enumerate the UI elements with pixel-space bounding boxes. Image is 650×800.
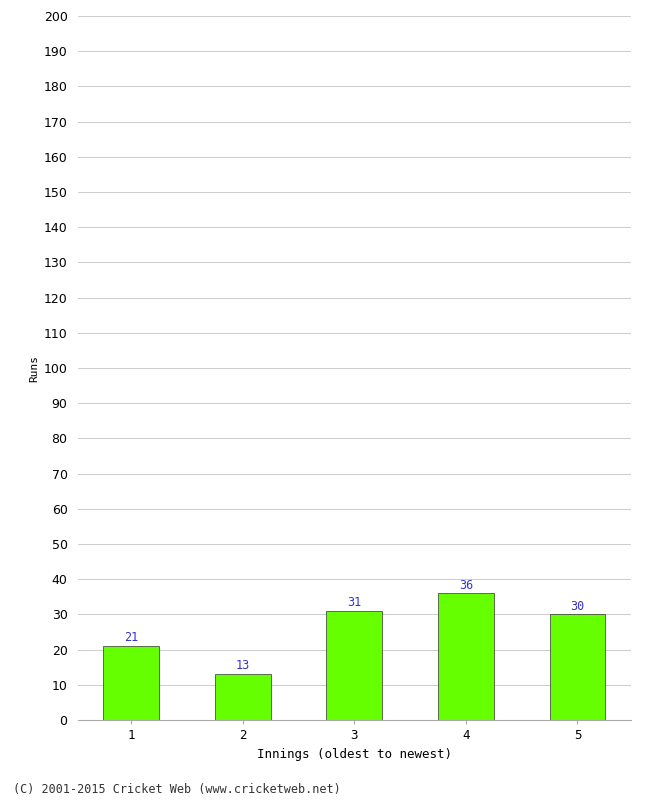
- Text: 21: 21: [124, 631, 138, 644]
- Bar: [438, 594, 494, 720]
- Bar: [103, 646, 159, 720]
- Text: 36: 36: [459, 578, 473, 591]
- Y-axis label: Runs: Runs: [29, 354, 40, 382]
- Text: 30: 30: [570, 600, 584, 613]
- X-axis label: Innings (oldest to newest): Innings (oldest to newest): [257, 747, 452, 761]
- Text: 13: 13: [235, 659, 250, 673]
- Bar: [550, 614, 605, 720]
- Text: (C) 2001-2015 Cricket Web (www.cricketweb.net): (C) 2001-2015 Cricket Web (www.cricketwe…: [13, 783, 341, 796]
- Text: 31: 31: [347, 596, 361, 609]
- Bar: [214, 674, 270, 720]
- Bar: [326, 611, 382, 720]
